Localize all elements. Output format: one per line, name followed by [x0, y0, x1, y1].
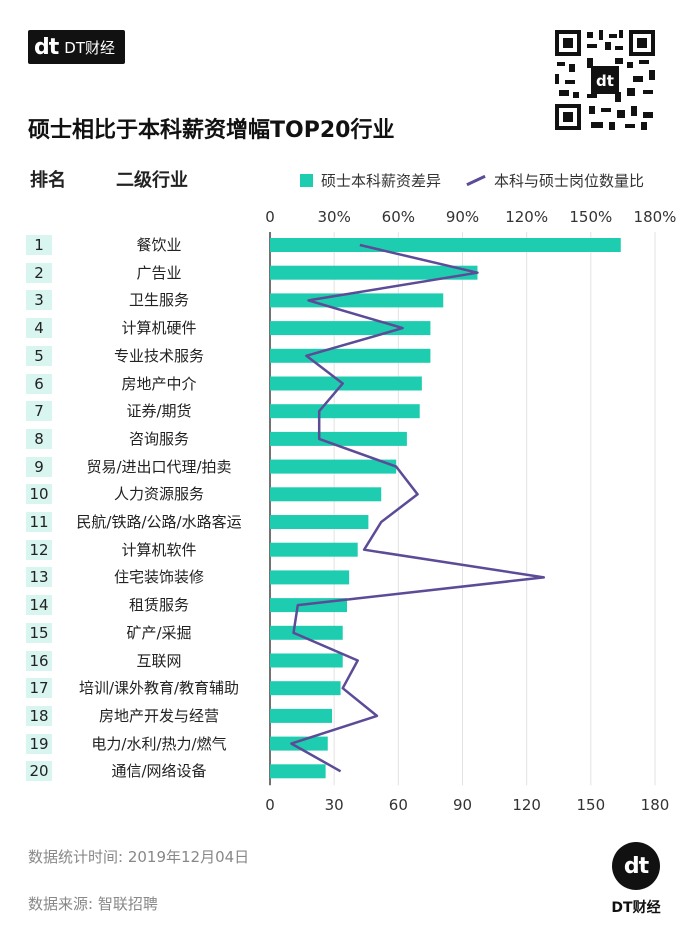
rank-badge: 2 — [26, 262, 52, 283]
legend-bar: 硕士本科薪资差异 — [300, 170, 441, 191]
legend-bar-label: 硕士本科薪资差异 — [321, 172, 442, 190]
bar — [270, 265, 478, 280]
industry-header: 二级行业 — [116, 170, 188, 191]
bar — [270, 542, 358, 557]
bar — [270, 293, 444, 308]
bottom-axis: 0 30 60 90 120 150 180 — [265, 796, 669, 814]
bar — [270, 625, 343, 640]
bar — [270, 570, 350, 585]
brand-mark: dt — [34, 34, 59, 60]
top-tick-label: 30% — [317, 208, 350, 226]
bar — [270, 376, 422, 391]
legend-line: 本科与硕士岗位数量比 — [466, 170, 644, 191]
rank-badge: 15 — [26, 622, 52, 643]
bar — [270, 238, 621, 252]
rank-badge: 17 — [26, 678, 52, 699]
bar — [270, 515, 369, 529]
industry-label: 证券/期货 — [126, 402, 192, 421]
industry-label: 通信/网络设备 — [111, 762, 207, 781]
bars — [270, 238, 621, 779]
industry-label: 卫生服务 — [128, 291, 189, 310]
grid — [269, 232, 656, 786]
bottom-tick-label: 0 — [265, 796, 275, 814]
bar — [270, 653, 343, 668]
bottom-logo-icon: dt — [612, 842, 660, 890]
legend-line-swatch — [466, 174, 486, 187]
top-axis: 0 30% 60% 90% 120% 150% 180% — [265, 208, 676, 226]
industry-label: 房地产中介 — [121, 374, 197, 393]
top-tick-label: 60% — [382, 208, 415, 226]
bottom-tick-label: 120 — [512, 796, 541, 814]
rank-badge: 8 — [26, 428, 52, 449]
bar — [270, 681, 341, 696]
industry-label: 电力/水利/热力/燃气 — [91, 734, 227, 753]
industry-label: 计算机软件 — [121, 540, 197, 559]
line-series-path — [290, 243, 546, 773]
top-tick-label: 150% — [569, 208, 612, 226]
top-tick-label: 120% — [505, 208, 548, 226]
bar — [270, 736, 328, 751]
rank-badge: 4 — [26, 318, 52, 339]
bottom-tick-label: 60 — [389, 796, 408, 814]
footer-source: 数据来源: 智联招聘 — [28, 895, 158, 913]
top-tick-label: 180% — [634, 208, 677, 226]
industry-label: 租赁服务 — [128, 596, 189, 615]
top-tick-label: 0 — [265, 208, 275, 226]
bar — [270, 708, 333, 723]
industry-label: 住宅装饰装修 — [113, 568, 204, 587]
industry-label: 计算机硬件 — [121, 319, 197, 338]
industry-label: 咨询服务 — [128, 429, 189, 448]
rank-badge: 7 — [26, 401, 52, 422]
rank-badge: 16 — [26, 650, 52, 671]
brand-logo: dt DT财经 — [28, 30, 125, 64]
bar — [270, 348, 431, 363]
bottom-logo-mark: dt — [623, 853, 649, 879]
legend-bar-swatch — [300, 174, 313, 187]
qr-code-icon: dt — [553, 28, 657, 132]
line-series — [290, 243, 546, 773]
rank-badge: 14 — [26, 595, 52, 616]
rank-badge: 1 — [26, 235, 52, 255]
industry-label: 互联网 — [136, 651, 182, 670]
legend-line-label: 本科与硕士岗位数量比 — [494, 172, 645, 190]
industry-label: 人力资源服务 — [113, 485, 204, 504]
rank-header: 排名 — [30, 170, 66, 191]
bar — [270, 321, 431, 336]
rank-badge: 18 — [26, 705, 52, 726]
top-tick-label: 90% — [446, 208, 479, 226]
industry-label: 贸易/进出口代理/拍卖 — [86, 457, 232, 476]
bar — [270, 598, 347, 613]
industry-label: 广告业 — [136, 263, 182, 282]
bar — [270, 431, 407, 446]
footer-date: 数据统计时间: 2019年12月04日 — [28, 848, 250, 866]
industry-label: 餐饮业 — [136, 236, 182, 254]
bottom-tick-label: 180 — [641, 796, 670, 814]
industry-label: 民航/铁路/公路/水路客运 — [76, 513, 242, 531]
industry-label: 房地产开发与经营 — [98, 706, 219, 725]
rank-badge: 12 — [26, 539, 52, 560]
bar — [270, 487, 382, 502]
bar — [270, 404, 420, 419]
rank-badge: 6 — [26, 373, 52, 394]
brand-name: DT财经 — [64, 38, 115, 57]
bottom-tick-label: 150 — [577, 796, 606, 814]
industry-label: 培训/课外教育/教育辅助 — [78, 679, 240, 698]
industry-label: 专业技术服务 — [113, 346, 204, 365]
svg-text:dt: dt — [596, 72, 614, 90]
rank-badge: 11 — [26, 512, 52, 532]
bar — [270, 764, 326, 779]
rank-badge: 20 — [26, 761, 52, 782]
rank-badge: 19 — [26, 733, 52, 754]
rank-badge: 9 — [26, 456, 52, 477]
bar — [270, 459, 397, 474]
bottom-tick-label: 90 — [453, 796, 472, 814]
bottom-logo-text: DT财经 — [611, 900, 661, 916]
rank-badge: 3 — [26, 290, 52, 311]
rank-badge: 5 — [26, 345, 52, 366]
rank-badge: 13 — [26, 567, 52, 588]
rank-badge: 10 — [26, 484, 52, 505]
bottom-tick-label: 30 — [325, 796, 344, 814]
page-title: 硕士相比于本科薪资增幅TOP20行业 — [28, 118, 395, 143]
industry-label: 矿产/采掘 — [126, 623, 192, 642]
